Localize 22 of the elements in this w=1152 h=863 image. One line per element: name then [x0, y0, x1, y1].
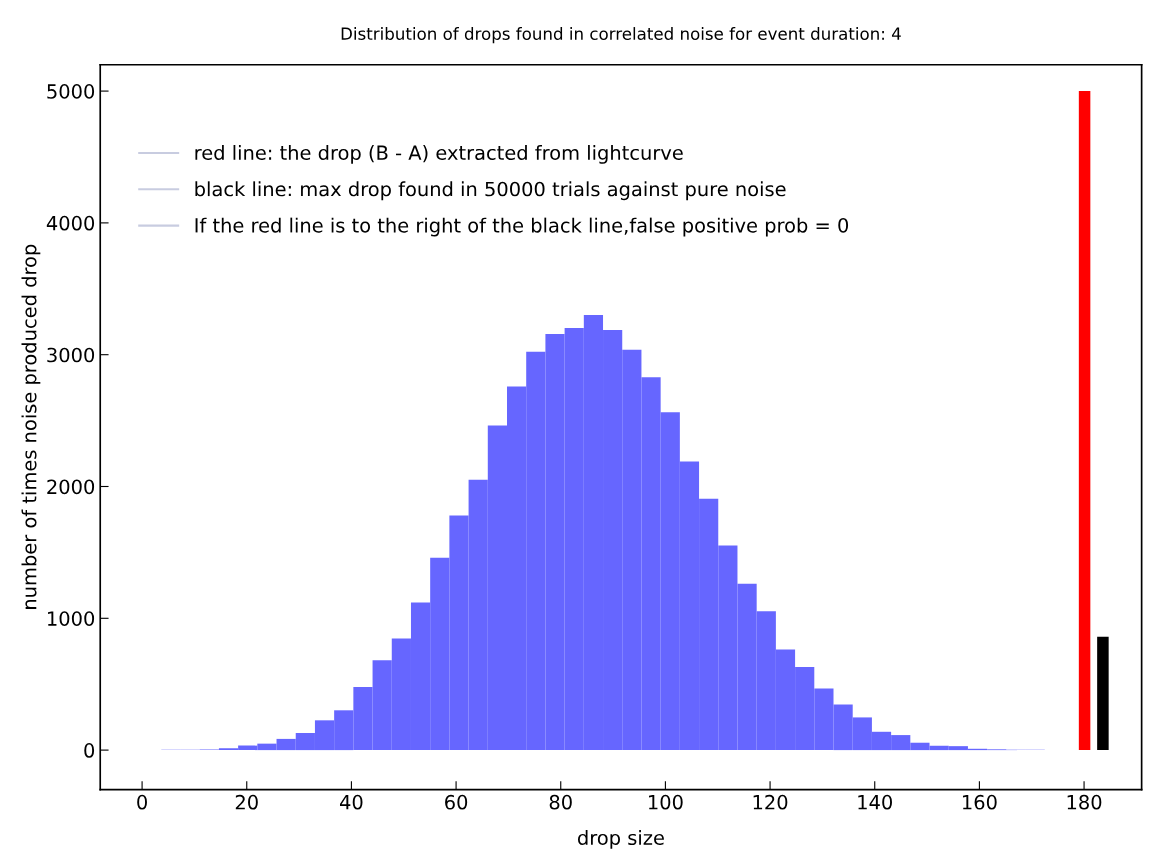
legend-label: If the red line is to the right of the black line,false positive prob = 0 — [195, 217, 849, 237]
x-tick-label: 0 — [137, 794, 147, 810]
legend-label: black line: max drop found in 50000 trials against pure noise — [195, 181, 786, 201]
y-tick-label: 2000 — [47, 479, 95, 495]
chart-title: Distribution of drops found in correlated noise for event duration: 4 — [341, 27, 901, 44]
y-tick-label: 1000 — [48, 611, 95, 626]
x-tick-label: 140 — [858, 794, 892, 810]
x-tick-label: 160 — [962, 794, 997, 810]
y-tick-label: 3000 — [47, 347, 95, 363]
y-tick-label: 4000 — [46, 215, 95, 231]
y-axis-title: number of times noise produced drop — [21, 244, 41, 609]
x-tick-label: 180 — [1067, 794, 1102, 810]
x-tick-label: 80 — [549, 794, 572, 810]
legend-label: red line: the drop (B - A) extracted from lightcurve — [195, 144, 683, 164]
x-tick-label: 120 — [753, 794, 788, 810]
x-tick-label: 60 — [445, 794, 468, 810]
x-tick-label: 100 — [648, 794, 683, 810]
x-axis-title: drop size — [577, 829, 664, 849]
y-tick-label: 0 — [84, 743, 95, 758]
y-tick-label: 5000 — [47, 84, 95, 99]
x-tick-label: 40 — [340, 794, 363, 810]
x-tick-label: 20 — [235, 794, 258, 810]
